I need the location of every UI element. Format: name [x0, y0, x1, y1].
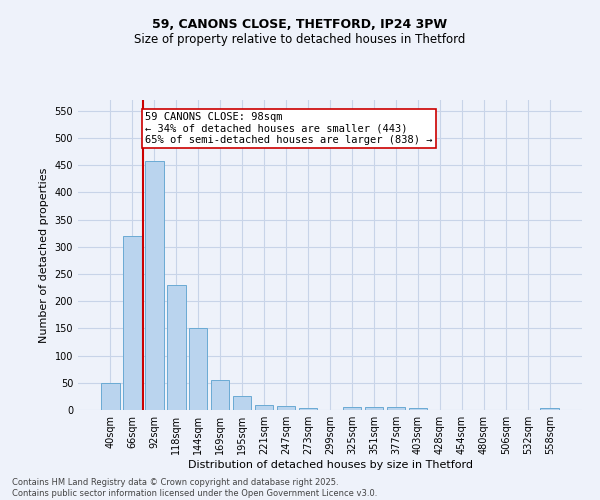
Bar [386, 406, 405, 410]
X-axis label: Distribution of detached houses by size in Thetford: Distribution of detached houses by size … [187, 460, 473, 470]
Bar [365, 406, 383, 410]
Y-axis label: Number of detached properties: Number of detached properties [39, 168, 49, 342]
Bar [233, 396, 251, 410]
Bar [299, 408, 317, 410]
Bar [145, 161, 164, 410]
Bar [343, 408, 361, 410]
Bar [167, 285, 185, 410]
Bar [277, 406, 295, 410]
Text: 59 CANONS CLOSE: 98sqm
← 34% of detached houses are smaller (443)
65% of semi-de: 59 CANONS CLOSE: 98sqm ← 34% of detached… [145, 112, 433, 145]
Bar [409, 408, 427, 410]
Bar [541, 408, 559, 410]
Bar [255, 404, 274, 410]
Bar [189, 328, 208, 410]
Bar [211, 380, 229, 410]
Text: Contains HM Land Registry data © Crown copyright and database right 2025.
Contai: Contains HM Land Registry data © Crown c… [12, 478, 377, 498]
Text: Size of property relative to detached houses in Thetford: Size of property relative to detached ho… [134, 32, 466, 46]
Bar [123, 236, 142, 410]
Text: 59, CANONS CLOSE, THETFORD, IP24 3PW: 59, CANONS CLOSE, THETFORD, IP24 3PW [152, 18, 448, 30]
Bar [101, 383, 119, 410]
